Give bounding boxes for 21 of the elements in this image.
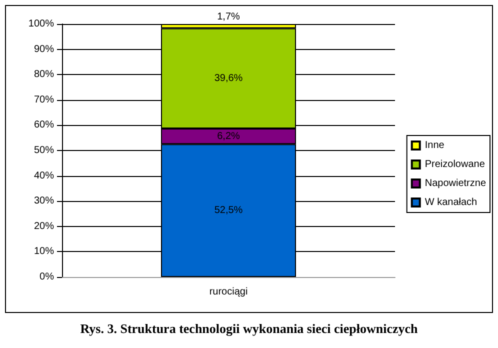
data-label: 39,6%	[214, 72, 243, 84]
y-tick-label: 30%	[34, 196, 54, 207]
y-tick-label: 50%	[34, 145, 54, 156]
x-tick-label: rurociągi	[209, 286, 248, 298]
y-tick-label: 0%	[40, 272, 54, 282]
text: Rys. 3. Struktura technologii wykonania sieci ciepłowniczych	[80, 321, 419, 336]
legend-label: Napowietrzne	[424, 178, 486, 189]
y-tick-label: 100%	[28, 18, 54, 30]
legend-label: W kanałach	[424, 197, 478, 208]
y-tick-label: 10%	[34, 246, 54, 258]
legend-label: Inne	[424, 140, 445, 151]
y-tick-label: 20%	[34, 220, 54, 232]
y-tick-label: 40%	[34, 170, 54, 182]
y-tick-label: 80%	[34, 69, 54, 80]
data-label: 1,7%	[217, 12, 240, 22]
y-tick-label: 90%	[34, 44, 54, 55]
data-label: 6,2%	[217, 130, 240, 142]
y-tick-label: 60%	[34, 120, 54, 131]
data-label: 52,5%	[214, 205, 243, 216]
y-tick-label: 70%	[34, 94, 54, 106]
legend-label: Preizolowane	[424, 159, 486, 170]
